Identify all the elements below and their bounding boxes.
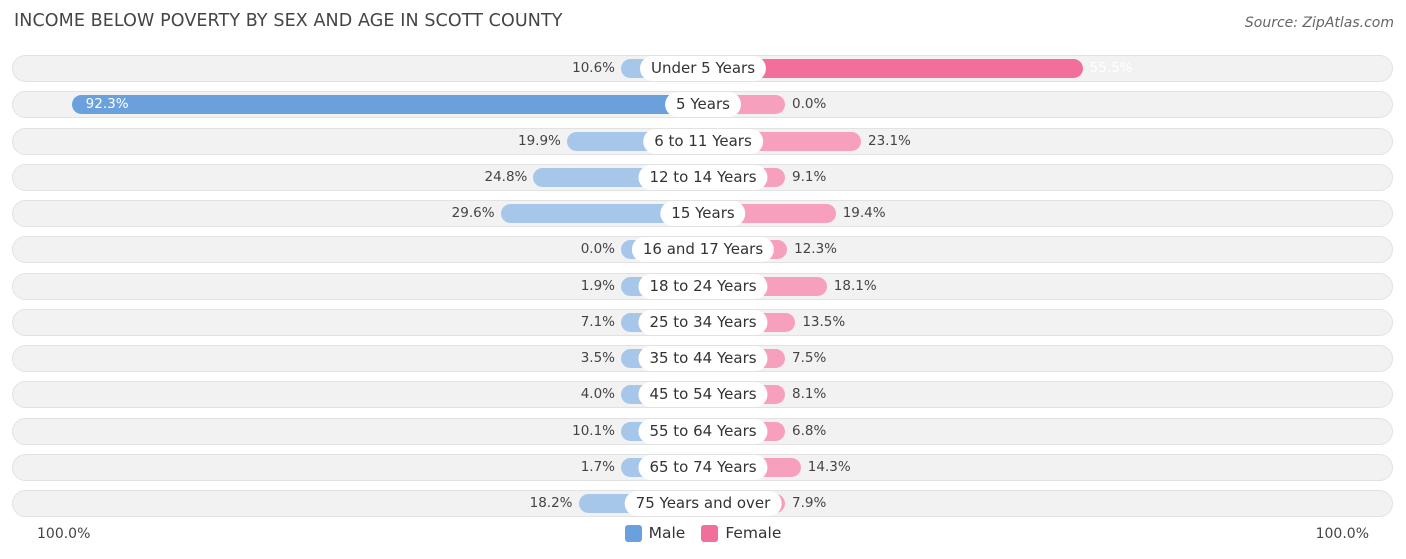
- category-label-35-to-44-years: 35 to 44 Years: [638, 346, 768, 371]
- value-male-55-to-64-years: 10.1%: [572, 422, 615, 439]
- value-female-65-to-74-years: 14.3%: [807, 458, 851, 475]
- category-label-65-to-74-years: 65 to 74 Years: [638, 454, 768, 480]
- value-female-25-to-34-years: 13.5%: [802, 313, 846, 330]
- category-label-15-years: 15 Years: [660, 201, 746, 226]
- value-female-5-years: 0.0%: [792, 96, 827, 113]
- value-female-15-years: 19.4%: [842, 205, 886, 221]
- value-male-15-years: 29.6%: [451, 205, 495, 221]
- value-male-25-to-34-years: 7.1%: [580, 313, 615, 330]
- category-label-16-and-17-years: 16 and 17 Years: [631, 237, 775, 263]
- category-label-6-to-11-years: 6 to 11 Years: [643, 128, 763, 154]
- legend: Male Female: [0, 524, 1406, 542]
- bar-male-5-years: [71, 95, 703, 115]
- category-label-75-years-and-over: 75 Years and over: [624, 491, 782, 516]
- legend-label-female: Female: [725, 524, 782, 542]
- value-male-6-to-11-years: 19.9%: [518, 132, 561, 149]
- value-female-75-years-and-over: 7.9%: [792, 495, 827, 511]
- value-male-45-to-54-years: 4.0%: [580, 386, 615, 403]
- value-male-5-years: 92.3%: [85, 96, 129, 113]
- value-female-18-to-24-years: 18.1%: [833, 277, 877, 294]
- value-female-12-to-14-years: 9.1%: [792, 168, 827, 185]
- legend-item-female: Female: [701, 524, 781, 542]
- value-male-18-to-24-years: 1.9%: [580, 277, 615, 294]
- value-female-55-to-64-years: 6.8%: [792, 422, 827, 439]
- category-label-25-to-34-years: 25 to 34 Years: [638, 309, 768, 335]
- legend-swatch-female: [701, 524, 719, 542]
- value-male-35-to-44-years: 3.5%: [580, 350, 615, 366]
- value-male-under-5-years: 10.6%: [572, 60, 615, 76]
- legend-item-male: Male: [624, 524, 686, 542]
- category-label-under-5-years: Under 5 Years: [639, 56, 767, 81]
- bar-male-15-years: [500, 204, 703, 223]
- legend-label-male: Male: [648, 524, 686, 542]
- category-label-55-to-64-years: 55 to 64 Years: [638, 418, 768, 444]
- value-female-16-and-17-years: 12.3%: [794, 241, 838, 258]
- source-label: Source: ZipAtlas.com: [1244, 15, 1394, 31]
- value-female-35-to-44-years: 7.5%: [792, 350, 827, 366]
- bar-female-under-5-years: [703, 59, 1083, 78]
- value-female-6-to-11-years: 23.1%: [868, 132, 911, 149]
- axis-right-label: 100.0%: [1315, 526, 1369, 542]
- value-male-16-and-17-years: 0.0%: [580, 241, 615, 258]
- category-label-12-to-14-years: 12 to 14 Years: [638, 164, 768, 190]
- chart-title: INCOME BELOW POVERTY BY SEX AND AGE IN S…: [14, 11, 563, 31]
- value-male-75-years-and-over: 18.2%: [529, 495, 573, 511]
- category-label-18-to-24-years: 18 to 24 Years: [638, 273, 768, 299]
- category-label-5-years: 5 Years: [665, 92, 741, 118]
- axis-left-label: 100.0%: [37, 526, 91, 542]
- value-male-12-to-14-years: 24.8%: [484, 168, 528, 185]
- value-male-65-to-74-years: 1.7%: [580, 458, 615, 475]
- legend-swatch-male: [624, 524, 642, 542]
- value-female-under-5-years: 55.5%: [1089, 60, 1133, 76]
- value-female-45-to-54-years: 8.1%: [792, 386, 827, 403]
- category-label-45-to-54-years: 45 to 54 Years: [638, 382, 768, 408]
